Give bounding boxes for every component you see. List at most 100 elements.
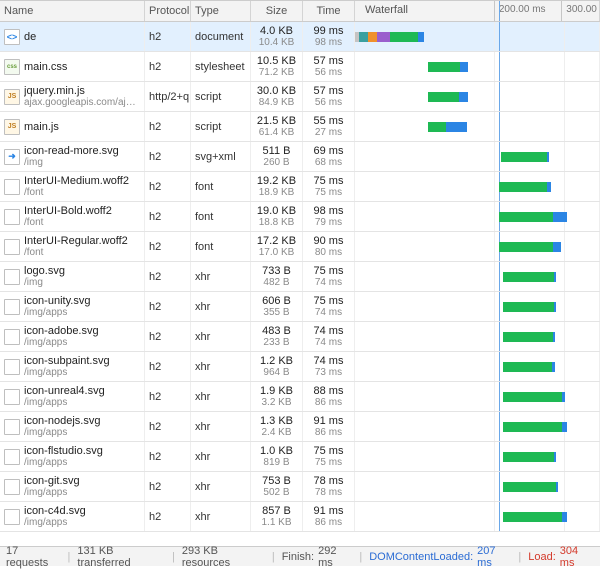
waterfall-cell	[355, 202, 600, 231]
col-protocol[interactable]: Protocol	[145, 1, 191, 21]
js-icon: JS	[4, 119, 20, 135]
waterfall-bar	[499, 242, 553, 252]
table-row[interactable]: JSjquery.min.jsajax.googleapis.com/ajax/…	[0, 82, 600, 112]
request-name: InterUI-Medium.woff2	[24, 175, 129, 187]
svg-icon: ➜	[4, 149, 20, 165]
col-type[interactable]: Type	[191, 1, 251, 21]
request-path: /img/apps	[24, 427, 100, 439]
request-protocol: h2	[145, 202, 191, 231]
file-icon	[4, 299, 20, 315]
request-time: 90 ms80 ms	[303, 232, 355, 261]
status-dom-value: 207 ms	[477, 545, 511, 569]
waterfall-bar	[428, 92, 459, 102]
request-type: xhr	[191, 382, 251, 411]
col-name[interactable]: Name	[0, 1, 145, 21]
request-protocol: h2	[145, 52, 191, 81]
request-size: 17.2 KB17.0 KB	[251, 232, 303, 261]
waterfall-bar	[547, 182, 550, 192]
request-type: xhr	[191, 262, 251, 291]
request-size: 733 B482 B	[251, 262, 303, 291]
request-path: /img/apps	[24, 487, 80, 499]
status-load-label: Load:	[528, 551, 556, 563]
waterfall-cell	[355, 82, 600, 111]
table-row[interactable]: <>deh2document4.0 KB10.4 KB99 ms98 ms	[0, 22, 600, 52]
request-protocol: h2	[145, 292, 191, 321]
waterfall-bar	[553, 332, 555, 342]
request-rows[interactable]: <>deh2document4.0 KB10.4 KB99 ms98 mscss…	[0, 22, 600, 546]
table-row[interactable]: icon-unreal4.svg/img/appsh2xhr1.9 KB3.2 …	[0, 382, 600, 412]
waterfall-bar	[553, 242, 561, 252]
request-size: 19.0 KB18.8 KB	[251, 202, 303, 231]
col-size[interactable]: Size	[251, 1, 303, 21]
table-row[interactable]: cssmain.cssh2stylesheet10.5 KB71.2 KB57 …	[0, 52, 600, 82]
request-time: 74 ms74 ms	[303, 322, 355, 351]
request-size: 606 B355 B	[251, 292, 303, 321]
waterfall-bar	[428, 62, 459, 72]
request-name: icon-unreal4.svg	[24, 385, 105, 397]
file-icon	[4, 389, 20, 405]
request-path: ajax.googleapis.com/ajax/li...	[24, 97, 140, 109]
request-size: 19.2 KB18.9 KB	[251, 172, 303, 201]
request-time: 69 ms68 ms	[303, 142, 355, 171]
request-name: main.css	[24, 61, 67, 73]
waterfall-cell	[355, 52, 600, 81]
table-row[interactable]: InterUI-Bold.woff2/fonth2font19.0 KB18.8…	[0, 202, 600, 232]
request-size: 1.2 KB964 B	[251, 352, 303, 381]
request-path: /img	[24, 157, 119, 169]
request-protocol: h2	[145, 322, 191, 351]
col-waterfall[interactable]: Waterfall 200.00 ms300.00 n	[355, 1, 600, 21]
waterfall-cell	[355, 292, 600, 321]
request-protocol: h2	[145, 112, 191, 141]
table-row[interactable]: icon-subpaint.svg/img/appsh2xhr1.2 KB964…	[0, 352, 600, 382]
table-row[interactable]: icon-nodejs.svg/img/appsh2xhr1.3 KB2.4 K…	[0, 412, 600, 442]
file-icon	[4, 209, 20, 225]
table-row[interactable]: InterUI-Regular.woff2/fonth2font17.2 KB1…	[0, 232, 600, 262]
request-path: /img/apps	[24, 367, 110, 379]
request-name: icon-nodejs.svg	[24, 415, 100, 427]
request-protocol: h2	[145, 352, 191, 381]
table-row[interactable]: icon-git.svg/img/appsh2xhr753 B502 B78 m…	[0, 472, 600, 502]
col-time[interactable]: Time	[303, 1, 355, 21]
doc-icon: <>	[4, 29, 20, 45]
waterfall-bar	[562, 512, 567, 522]
waterfall-bar	[554, 302, 556, 312]
table-row[interactable]: icon-unity.svg/img/appsh2xhr606 B355 B75…	[0, 292, 600, 322]
request-type: xhr	[191, 322, 251, 351]
request-path: /font	[24, 217, 112, 229]
request-protocol: h2	[145, 412, 191, 441]
status-bar: 17 requests| 131 KB transferred| 293 KB …	[0, 546, 600, 566]
status-requests: 17 requests	[6, 545, 61, 569]
request-protocol: http/2+q...	[145, 82, 191, 111]
waterfall-cell	[355, 352, 600, 381]
request-time: 57 ms56 ms	[303, 82, 355, 111]
request-time: 57 ms56 ms	[303, 52, 355, 81]
request-name: de	[24, 31, 36, 43]
table-row[interactable]: InterUI-Medium.woff2/fonth2font19.2 KB18…	[0, 172, 600, 202]
table-row[interactable]: JSmain.jsh2script21.5 KB61.4 KB55 ms27 m…	[0, 112, 600, 142]
waterfall-bar	[459, 92, 468, 102]
request-time: 75 ms74 ms	[303, 262, 355, 291]
file-icon	[4, 179, 20, 195]
waterfall-bar	[503, 302, 553, 312]
request-size: 753 B502 B	[251, 472, 303, 501]
table-row[interactable]: icon-c4d.svg/img/appsh2xhr857 B1.1 KB91 …	[0, 502, 600, 532]
request-name: icon-read-more.svg	[24, 145, 119, 157]
request-time: 74 ms73 ms	[303, 352, 355, 381]
status-resources: 293 KB resources	[182, 545, 265, 569]
js-icon: JS	[4, 89, 20, 105]
file-icon	[4, 329, 20, 345]
request-path: /img/apps	[24, 457, 103, 469]
waterfall-cell	[355, 172, 600, 201]
file-icon	[4, 239, 20, 255]
waterfall-bar	[377, 32, 390, 42]
table-row[interactable]: logo.svg/imgh2xhr733 B482 B75 ms74 ms	[0, 262, 600, 292]
table-row[interactable]: icon-flstudio.svg/img/appsh2xhr1.0 KB819…	[0, 442, 600, 472]
table-row[interactable]: ➜icon-read-more.svg/imgh2svg+xml511 B260…	[0, 142, 600, 172]
request-name: icon-unity.svg	[24, 295, 90, 307]
waterfall-cell	[355, 322, 600, 351]
status-transferred: 131 KB transferred	[77, 545, 165, 569]
request-size: 1.9 KB3.2 KB	[251, 382, 303, 411]
request-protocol: h2	[145, 262, 191, 291]
request-type: svg+xml	[191, 142, 251, 171]
table-row[interactable]: icon-adobe.svg/img/appsh2xhr483 B233 B74…	[0, 322, 600, 352]
